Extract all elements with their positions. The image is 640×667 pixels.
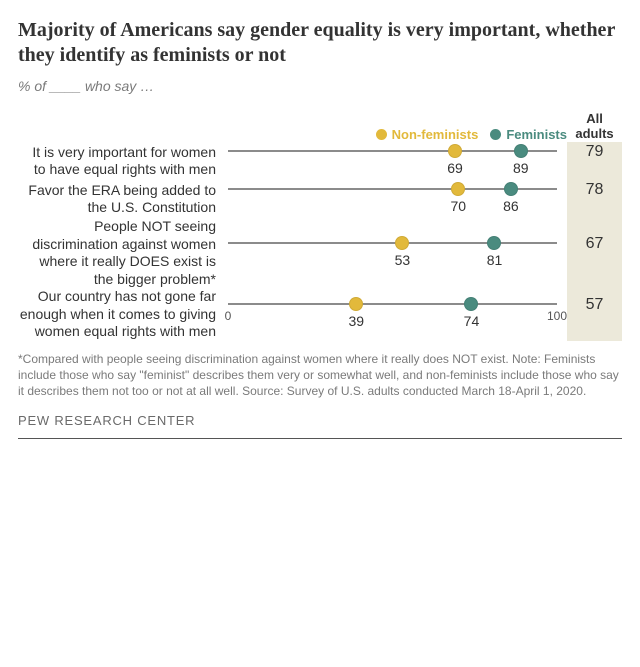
chart-area: Non-feminists Feminists All adults It is… xyxy=(18,108,622,341)
dot-label-nonfeminists: 69 xyxy=(447,160,463,176)
chart-footnote: *Compared with people seeing discriminat… xyxy=(18,351,622,400)
chart-row: It is very important for women to have e… xyxy=(18,142,622,180)
legend-nonfeminists-label: Non-feminists xyxy=(392,127,479,142)
dot-nonfeminists xyxy=(451,182,465,196)
dot-label-feminists: 89 xyxy=(513,160,529,176)
legend-feminists: Feminists xyxy=(490,127,567,142)
track-wrap: 69 89 xyxy=(222,142,567,180)
dot-feminists xyxy=(487,236,501,250)
row-label: It is very important for women to have e… xyxy=(18,144,222,179)
axis-max-label: 100 xyxy=(547,309,567,323)
all-adults-value: 57 xyxy=(567,288,622,341)
dot-feminists xyxy=(514,144,528,158)
dot-feminists xyxy=(504,182,518,196)
track: 39 74 0100 xyxy=(228,303,557,305)
legend-nonfeminists: Non-feminists xyxy=(376,127,479,142)
row-label: People NOT seeing discrimination against… xyxy=(18,218,222,288)
all-adults-value: 78 xyxy=(567,180,622,218)
dot-nonfeminists xyxy=(395,236,409,250)
chart-rows: It is very important for women to have e… xyxy=(18,142,622,341)
chart-row: People NOT seeing discrimination against… xyxy=(18,218,622,288)
swatch-nonfeminists xyxy=(376,129,387,140)
chart-row: Favor the ERA being added to the U.S. Co… xyxy=(18,180,622,218)
legend-row: Non-feminists Feminists All adults xyxy=(18,108,622,142)
source-label: PEW RESEARCH CENTER xyxy=(18,413,622,439)
dot-label-feminists: 86 xyxy=(503,198,519,214)
swatch-feminists xyxy=(490,129,501,140)
track-wrap: 39 74 0 100 xyxy=(222,295,567,333)
row-label: Favor the ERA being added to the U.S. Co… xyxy=(18,182,222,217)
dot-nonfeminists xyxy=(448,144,462,158)
dot-label-nonfeminists: 70 xyxy=(451,198,467,214)
legend-labels: Non-feminists Feminists xyxy=(222,127,567,142)
track: 70 86 xyxy=(228,188,557,190)
track-wrap: 53 81 xyxy=(222,234,567,272)
all-adults-header: All adults xyxy=(567,112,622,142)
all-adults-value: 79 xyxy=(567,142,622,180)
chart-row: Our country has not gone far enough when… xyxy=(18,288,622,341)
dot-label-nonfeminists: 53 xyxy=(395,252,411,268)
legend-feminists-label: Feminists xyxy=(506,127,567,142)
chart-title: Majority of Americans say gender equalit… xyxy=(18,18,622,68)
chart-subtitle: % of ____ who say … xyxy=(18,78,622,94)
track: 69 89 xyxy=(228,150,557,152)
dot-label-feminists: 81 xyxy=(487,252,503,268)
dot-nonfeminists xyxy=(349,297,363,311)
dot-label-nonfeminists: 39 xyxy=(349,313,365,329)
axis-min-label: 0 xyxy=(225,309,232,323)
all-adults-value: 67 xyxy=(567,218,622,288)
dot-feminists xyxy=(464,297,478,311)
track: 53 81 xyxy=(228,242,557,244)
row-label: Our country has not gone far enough when… xyxy=(18,288,222,341)
track-wrap: 70 86 xyxy=(222,180,567,218)
dot-label-feminists: 74 xyxy=(464,313,480,329)
